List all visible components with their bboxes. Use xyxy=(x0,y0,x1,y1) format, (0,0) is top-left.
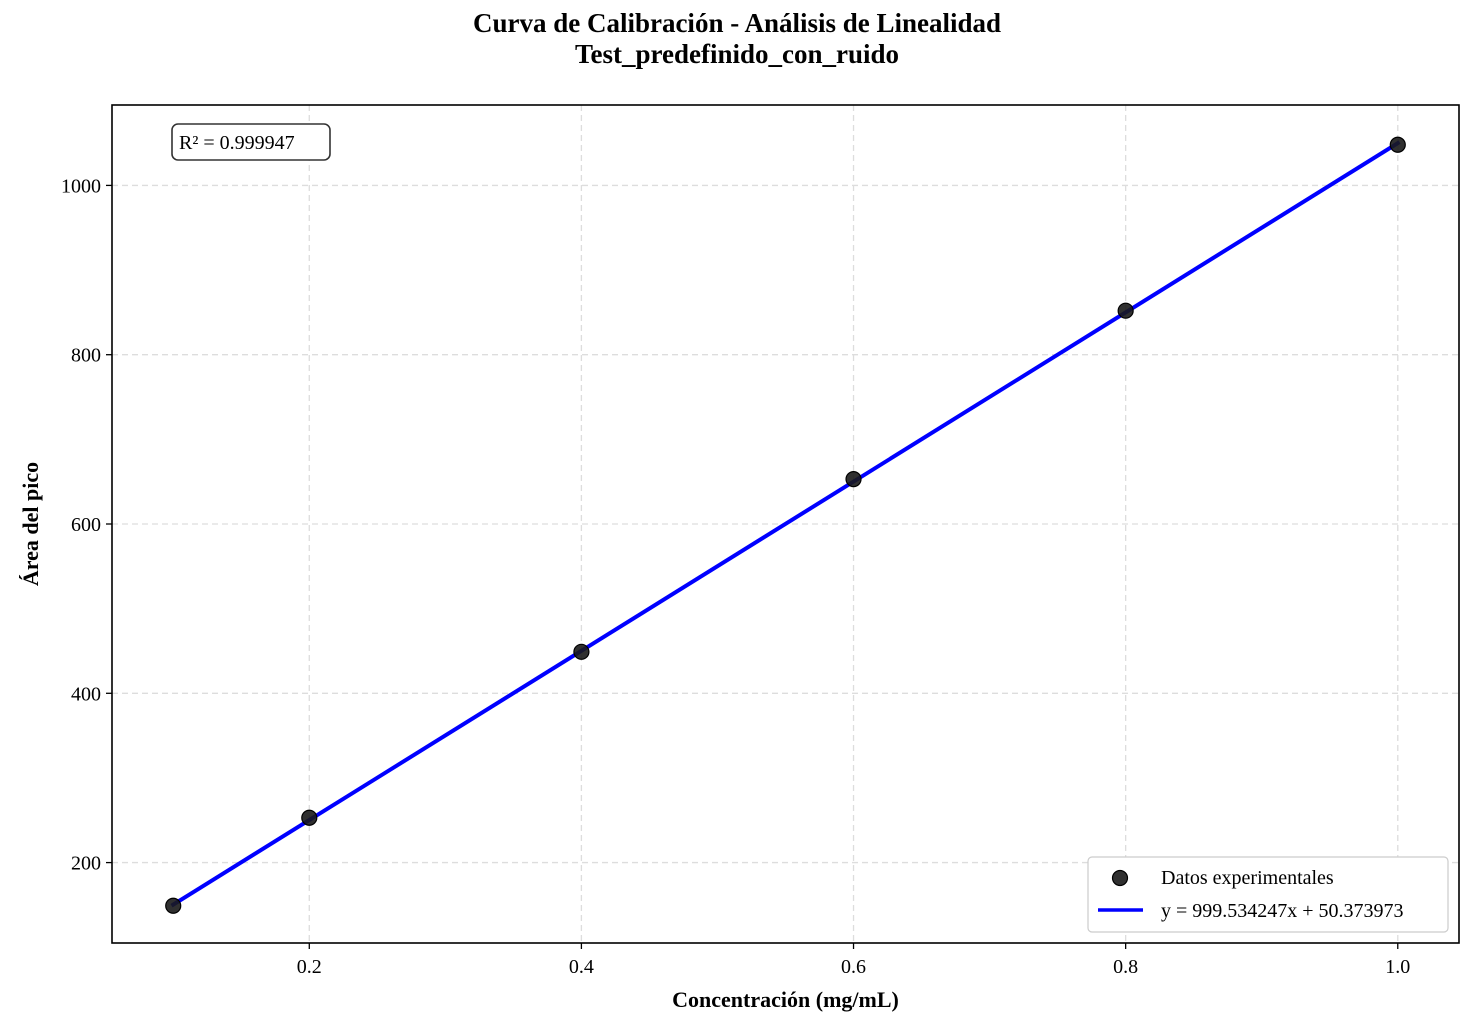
r-squared-annotation: R² = 0.999947 xyxy=(171,123,331,161)
data-points xyxy=(165,136,1406,914)
y-tick-label: 1000 xyxy=(61,175,101,197)
data-point xyxy=(845,471,862,488)
data-point xyxy=(301,809,318,826)
chart-subtitle: Test_predefinido_con_ruido xyxy=(574,39,900,69)
legend-marker-scatter xyxy=(1111,869,1129,887)
x-tick-label: 0.6 xyxy=(841,956,866,978)
x-axis-ticks: 0.2 0.4 0.6 0.8 1.0 xyxy=(297,943,1410,978)
legend-label-scatter: Datos experimentales xyxy=(1161,867,1334,889)
y-tick-label: 400 xyxy=(71,683,101,705)
y-axis-label: Área del pico xyxy=(18,462,43,586)
x-tick-label: 1.0 xyxy=(1385,956,1410,978)
y-tick-label: 600 xyxy=(71,514,101,536)
data-point xyxy=(1117,302,1134,319)
y-axis-ticks: 200 400 600 800 1000 xyxy=(61,175,112,875)
chart-title-block: Curva de Calibración - Análisis de Linea… xyxy=(0,8,1474,70)
legend-label-line: y = 999.534247x + 50.373973 xyxy=(1161,900,1404,922)
x-tick-label: 0.2 xyxy=(297,956,322,978)
y-tick-label: 800 xyxy=(71,345,101,367)
fit-line xyxy=(170,140,1401,908)
data-point xyxy=(165,897,182,914)
y-tick-label: 200 xyxy=(71,853,101,875)
chart-title: Curva de Calibración - Análisis de Linea… xyxy=(472,8,1002,38)
fit-line-layer xyxy=(170,140,1401,908)
x-tick-label: 0.4 xyxy=(569,956,594,978)
legend-box xyxy=(1087,856,1449,933)
x-axis-label: Concentración (mg/mL) xyxy=(672,987,899,1012)
r-squared-box xyxy=(171,123,331,161)
data-point xyxy=(573,643,590,660)
data-point xyxy=(1389,136,1406,153)
legend: Datos experimentales y = 999.534247x + 5… xyxy=(1087,856,1449,933)
r-squared-text: R² = 0.999947 xyxy=(179,132,295,154)
x-tick-label: 0.8 xyxy=(1113,956,1138,978)
